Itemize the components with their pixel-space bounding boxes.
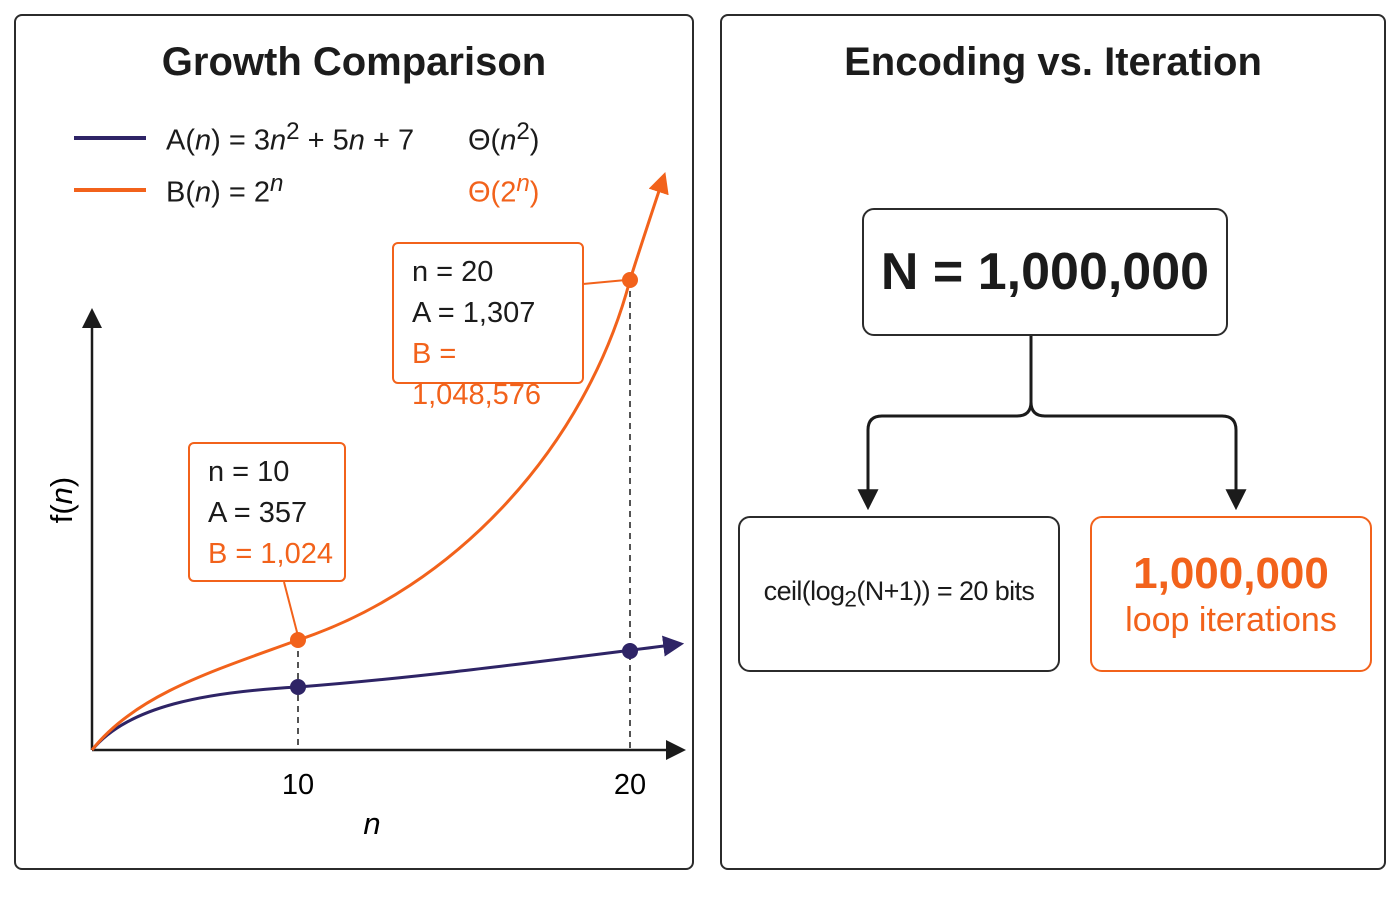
series-b-line bbox=[90, 172, 669, 751]
iterations-node: 1,000,000 loop iterations bbox=[1090, 516, 1372, 672]
legend-row-b: B(n) = 2n Θ(2n) bbox=[74, 164, 539, 216]
point-a-10 bbox=[290, 679, 306, 695]
legend-row-a: A(n) = 3n2 + 5n + 7 Θ(n2) bbox=[74, 112, 539, 164]
encoding-vs-iteration-panel: Encoding vs. Iteration N = 1,000,000 cei… bbox=[720, 14, 1386, 870]
iterations-value: 1,000,000 bbox=[1133, 549, 1329, 598]
callout-n10-a: A = 357 bbox=[208, 497, 308, 529]
root-node-label: N = 1,000,000 bbox=[880, 243, 1210, 301]
callout-n10-b: B = 1,024 bbox=[208, 538, 333, 570]
growth-comparison-title: Growth Comparison bbox=[161, 40, 547, 84]
encoding-title: Encoding vs. Iteration bbox=[844, 40, 1262, 84]
bits-node-label: ceil(log2(N+1)) = 20 bits bbox=[763, 575, 1035, 612]
y-axis-label: f(n) bbox=[44, 477, 79, 524]
iterations-label: loop iterations bbox=[1125, 601, 1337, 639]
callout-n10: n = 10 A = 357 B = 1,024 bbox=[188, 442, 346, 582]
bits-node: ceil(log2(N+1)) = 20 bits bbox=[738, 516, 1060, 672]
connector-right bbox=[1029, 336, 1247, 511]
x-axis-label: n bbox=[363, 806, 380, 841]
growth-chart: 10 20 n f(n) bbox=[44, 172, 686, 841]
point-b-10 bbox=[290, 632, 306, 648]
legend-swatch-b bbox=[74, 188, 146, 192]
series-a-line bbox=[90, 635, 685, 751]
x-tick-10: 10 bbox=[282, 769, 314, 801]
callout-n10-n: n = 10 bbox=[208, 456, 290, 488]
point-a-20 bbox=[622, 643, 638, 659]
legend-order-a: Θ(n2) bbox=[468, 118, 540, 157]
point-b-20 bbox=[622, 272, 638, 288]
connector-left bbox=[857, 336, 1033, 511]
callout-n20-a: A = 1,307 bbox=[412, 297, 536, 329]
callout-connector-20 bbox=[582, 279, 627, 285]
legend-label-a: A(n) = 3n2 + 5n + 7 bbox=[166, 118, 415, 157]
growth-comparison-panel: Growth Comparison A(n) = 3n2 + 5n + 7 Θ(… bbox=[14, 14, 694, 870]
legend-order-b: Θ(2n) bbox=[468, 170, 540, 209]
x-tick-20: 20 bbox=[614, 769, 646, 801]
legend-swatch-a bbox=[74, 136, 146, 140]
legend-label-b: B(n) = 2n bbox=[166, 170, 284, 209]
chart-legend: A(n) = 3n2 + 5n + 7 Θ(n2) B(n) = 2n Θ(2n… bbox=[74, 112, 539, 216]
tree-connectors bbox=[857, 336, 1247, 511]
root-node: N = 1,000,000 bbox=[862, 208, 1228, 336]
callout-n20-b: B = 1,048,576 bbox=[412, 338, 542, 411]
callout-connector-10 bbox=[283, 581, 299, 637]
callout-n20: n = 20 A = 1,307 B = 1,048,576 bbox=[392, 242, 584, 411]
callout-n20-n: n = 20 bbox=[412, 256, 494, 288]
